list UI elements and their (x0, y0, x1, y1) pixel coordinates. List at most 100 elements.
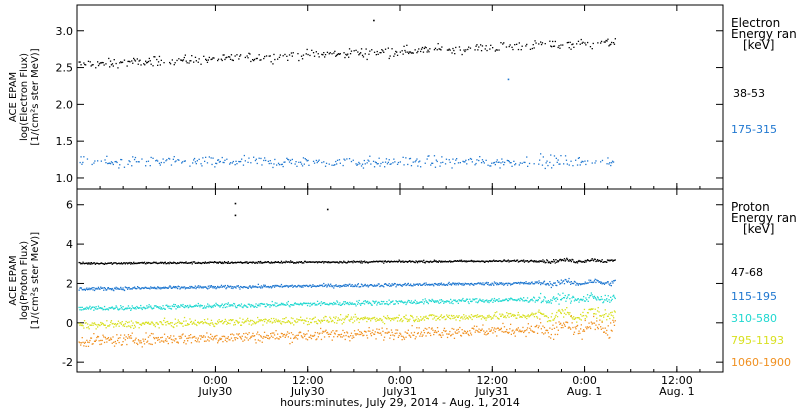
data-point (564, 294, 566, 297)
data-point (377, 261, 379, 263)
data-point (568, 47, 570, 49)
data-point (354, 303, 356, 305)
data-point (461, 316, 463, 318)
data-point (579, 332, 581, 334)
data-point (507, 282, 509, 284)
data-point (390, 163, 392, 165)
data-point (249, 53, 251, 55)
data-point (540, 301, 542, 304)
data-point (388, 57, 390, 60)
data-point (100, 323, 103, 326)
y-tick-label: 1.5 (56, 135, 74, 148)
data-point (441, 317, 443, 319)
outlier-point (234, 214, 237, 217)
data-point (221, 286, 223, 288)
data-point (252, 304, 254, 307)
data-point (193, 159, 195, 161)
data-point (204, 307, 206, 309)
data-point (546, 259, 548, 261)
data-point (82, 341, 84, 343)
data-point (237, 305, 239, 307)
data-point (440, 49, 442, 51)
data-point (392, 284, 394, 286)
data-point (533, 163, 535, 165)
data-point (284, 304, 286, 306)
data-point (471, 283, 473, 285)
data-point (590, 308, 592, 310)
data-point (236, 163, 238, 165)
data-point (385, 332, 387, 334)
data-point (556, 280, 559, 282)
data-point (182, 59, 185, 61)
data-point (153, 261, 156, 264)
data-point (281, 333, 283, 335)
data-point (358, 261, 360, 263)
data-point (129, 325, 131, 327)
data-point (349, 340, 351, 342)
data-point (577, 298, 579, 300)
data-point (423, 282, 426, 284)
data-point (300, 302, 302, 304)
data-point (350, 285, 352, 287)
data-point (517, 281, 519, 284)
data-point (603, 261, 605, 263)
data-point (387, 304, 389, 306)
data-point (546, 320, 549, 323)
data-point (538, 325, 540, 327)
data-point (526, 327, 529, 329)
data-point (145, 165, 147, 167)
data-point (160, 288, 162, 290)
data-point (297, 334, 299, 336)
data-point (304, 285, 306, 287)
data-point (591, 294, 593, 296)
data-point (212, 57, 214, 59)
data-point (136, 262, 138, 265)
data-point (473, 283, 476, 285)
data-point (168, 263, 170, 265)
data-point (81, 306, 83, 308)
data-point (390, 334, 392, 336)
data-point (112, 262, 114, 265)
data-point (291, 304, 293, 306)
data-point (269, 306, 271, 308)
data-point (196, 262, 198, 264)
data-point (355, 261, 357, 263)
data-point (336, 159, 339, 161)
data-point (413, 331, 416, 334)
x-tick-date-label: July30 (290, 385, 325, 398)
data-point (360, 52, 362, 54)
data-point (525, 299, 527, 301)
data-point (414, 338, 416, 340)
data-point (436, 261, 439, 263)
data-point (191, 306, 193, 308)
data-point (357, 329, 359, 331)
data-point (242, 306, 244, 309)
data-point (300, 319, 303, 322)
data-point (103, 289, 105, 291)
data-point (284, 53, 286, 56)
data-point (149, 60, 151, 62)
data-point (303, 262, 305, 264)
data-point (370, 163, 372, 165)
data-point (156, 288, 158, 290)
data-point (191, 263, 193, 265)
data-point (456, 260, 459, 262)
data-point (410, 285, 413, 287)
data-point (579, 260, 581, 263)
data-point (107, 325, 109, 327)
data-point (331, 261, 333, 263)
data-point (334, 333, 336, 335)
data-point (558, 303, 560, 305)
data-point (181, 161, 184, 163)
data-point (394, 303, 396, 305)
data-point (121, 263, 123, 265)
data-point (559, 258, 561, 261)
data-point (326, 319, 329, 321)
data-point (172, 286, 174, 289)
data-point (410, 332, 413, 334)
data-point (355, 163, 357, 165)
data-point (240, 305, 242, 307)
data-point (238, 304, 240, 306)
data-point (451, 315, 453, 317)
data-point (496, 49, 498, 51)
